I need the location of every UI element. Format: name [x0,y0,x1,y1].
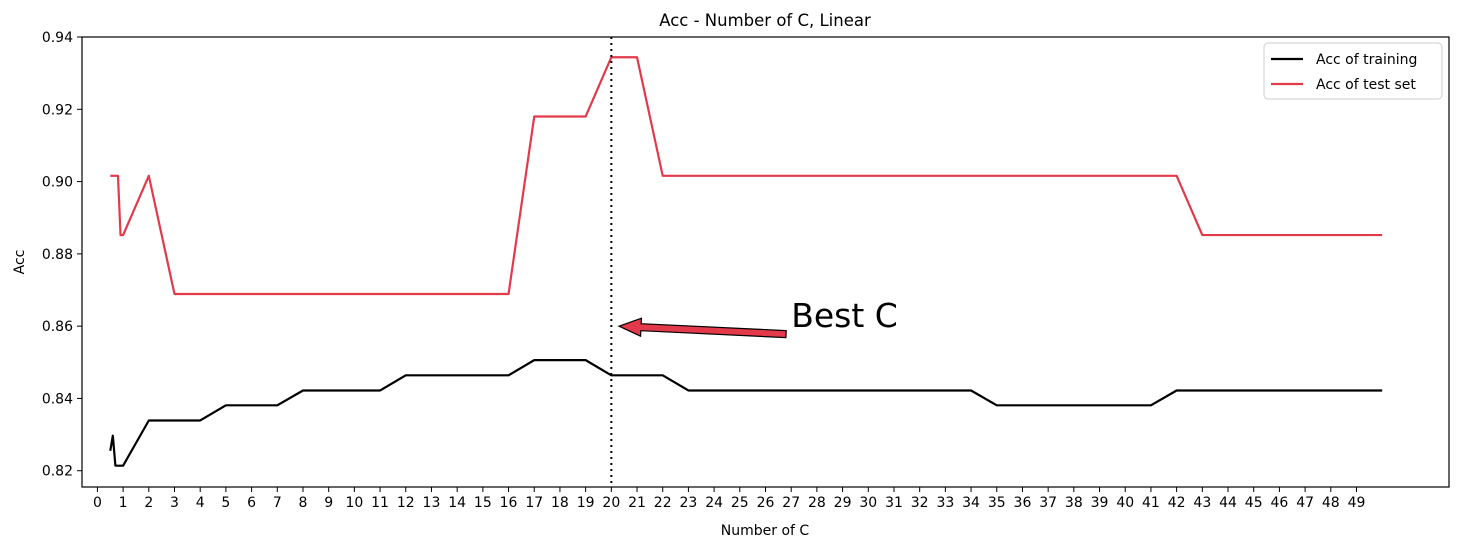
x-tick-label: 19 [577,495,595,511]
x-tick-label: 21 [628,495,646,511]
x-tick-label: 24 [705,495,723,511]
x-tick-label: 49 [1348,495,1366,511]
x-tick-label: 11 [371,495,389,511]
y-axis-label: Acc [12,250,28,275]
x-tick-label: 31 [885,495,903,511]
x-tick-label: 25 [731,495,749,511]
y-tick-label: 0.82 [42,464,73,480]
legend: Acc of training Acc of test set [1263,42,1443,100]
x-tick-label: 45 [1245,495,1263,511]
x-tick-label: 38 [1065,495,1083,511]
x-tick-label: 0 [93,495,102,511]
x-tick-label: 30 [859,495,877,511]
best-c-arrow [617,317,787,339]
x-tick-label: 1 [119,495,128,511]
x-tick-label: 5 [221,495,230,511]
x-tick-label: 36 [1014,495,1032,511]
x-tick-label: 34 [962,495,980,511]
x-tick-label: 44 [1219,495,1237,511]
annotation-layer: Best C [617,296,898,339]
x-tick-label: 47 [1296,495,1314,511]
x-tick-label: 28 [808,495,826,511]
x-tick-label: 39 [1091,495,1109,511]
training-accuracy-line [109,359,1383,467]
x-tick-label: 46 [1270,495,1288,511]
x-tick-label: 33 [936,495,954,511]
y-tick-label: 0.88 [42,247,73,263]
x-tick-label: 2 [144,495,153,511]
legend-label-test: Acc of test set [1316,77,1416,93]
x-tick-label: 15 [474,495,492,511]
plot-frame [81,36,1450,488]
x-tick-label: 20 [602,495,620,511]
x-axis-label: Number of C [721,523,810,539]
x-tick-label: 10 [345,495,363,511]
x-tick-label: 16 [500,495,518,511]
x-tick-label: 23 [679,495,697,511]
x-tick-label: 35 [988,495,1006,511]
x-tick-label: 3 [170,495,179,511]
x-tick-label: 12 [397,495,415,511]
x-tick-label: 13 [423,495,441,511]
y-tick-label: 0.84 [42,391,73,407]
x-tick-label: 43 [1193,495,1211,511]
x-tick-label: 9 [324,495,333,511]
x-tick-label: 48 [1322,495,1340,511]
x-tick-label: 18 [551,495,569,511]
legend-label-training: Acc of training [1316,52,1417,68]
y-tick-label: 0.90 [42,175,73,191]
x-tick-label: 27 [782,495,800,511]
x-tick-label: 37 [1039,495,1057,511]
x-tick-label: 41 [1142,495,1160,511]
y-tick-label: 0.94 [42,30,73,46]
y-axis-ticks: 0.82 0.84 0.86 0.88 0.90 0.92 0.94 [42,30,82,480]
series-layer [109,56,1383,467]
x-tick-label: 40 [1116,495,1134,511]
x-tick-label: 4 [196,495,205,511]
x-tick-label: 29 [834,495,852,511]
x-tick-label: 6 [247,495,256,511]
x-tick-label: 14 [448,495,466,511]
x-axis-ticks: 0 1 2 3 4 5 6 7 8 9 10 11 12 13 14 15 16 17 18 19 20 21 22 23 24… [93,487,1365,511]
x-tick-label: 7 [273,495,282,511]
chart-title: Acc - Number of C, Linear [659,11,871,30]
x-tick-label: 17 [525,495,543,511]
y-tick-label: 0.86 [42,319,73,335]
x-tick-label: 26 [757,495,775,511]
x-tick-label: 8 [299,495,308,511]
test-accuracy-line [110,56,1383,296]
legend-box [1263,42,1443,100]
y-tick-label: 0.92 [42,102,73,118]
x-tick-label: 22 [654,495,672,511]
x-tick-label: 42 [1168,495,1186,511]
x-tick-label: 32 [911,495,929,511]
best-c-annotation: Best C [791,296,898,335]
